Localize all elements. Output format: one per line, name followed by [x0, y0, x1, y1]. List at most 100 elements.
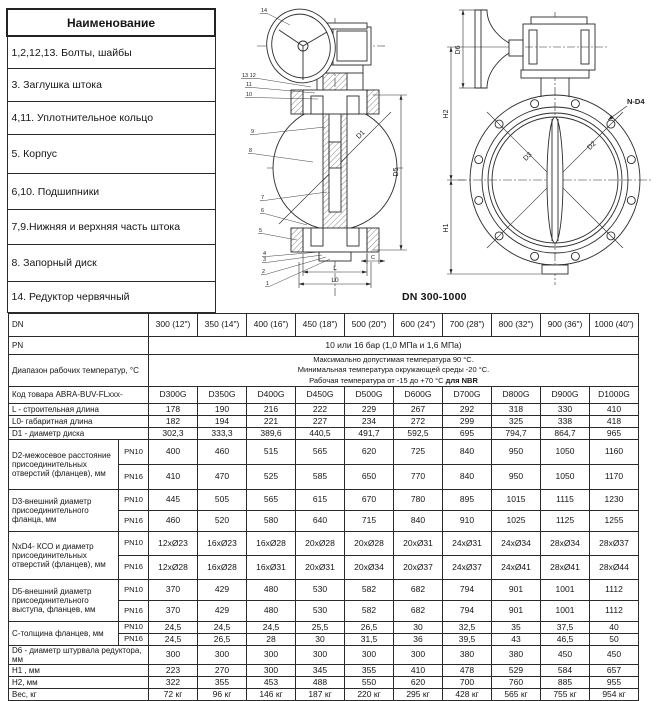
spec-value-cell: 16xØ23 [197, 531, 247, 556]
spec-value-cell: 24xØ41 [491, 555, 541, 580]
spec-value-cell: 478 [442, 664, 492, 678]
spec-merged-cell: 10 или 16 бар (1,0 МПа и 1,6 МПа) [148, 336, 639, 355]
spec-value-cell: 28xØ37 [589, 531, 639, 556]
spec-value-cell: 338 [540, 415, 590, 428]
spec-row-label: H2, мм [8, 676, 149, 690]
spec-value-cell: 410 [393, 664, 443, 678]
spec-value-cell: 620 [344, 439, 394, 465]
spec-row: PN 10 или 16 бар (1,0 МПа и 1,6 МПа) [8, 336, 639, 355]
parts-list-header: Наименование [6, 8, 216, 37]
spec-row-temperature: Диапазон рабочих температур, °С Максималь… [8, 354, 639, 387]
spec-value-cell: 491,7 [344, 427, 394, 440]
callout-leader [254, 126, 326, 135]
spec-value-cell: 600 (24") [393, 313, 443, 337]
spec-value-cell: 500 (20") [344, 313, 394, 337]
dim-label-c: C [371, 255, 375, 261]
bottom-flange [290, 227, 380, 262]
spec-value-cell: 300 [246, 644, 296, 666]
spec-value-cell: 1025 [491, 510, 541, 532]
spec-value-cell: 28xØ41 [540, 555, 590, 580]
spec-value-cell: 429 [197, 579, 247, 601]
spec-value-cell: 26,5 [344, 621, 394, 634]
spec-value-cell: 529 [491, 664, 541, 678]
callout-leader [262, 233, 298, 241]
spec-table-body: DN 300 (12") 350 (14") 400 (16") 450 (18") 50… [8, 313, 639, 701]
spec-value-cell: 24xØ34 [491, 531, 541, 556]
spec-value-cell: 480 [246, 579, 296, 601]
bolt-hole [530, 251, 540, 261]
stem-end-cap [318, 251, 352, 262]
spec-value-cell: 20xØ31 [393, 531, 443, 556]
callout-label: 14 [261, 8, 267, 14]
pn10-cell: PN10 [118, 621, 149, 634]
spec-value-cell: 453 [246, 676, 296, 690]
spec-value-cell: 24xØ31 [442, 531, 492, 556]
spec-value-cell: 780 [393, 489, 443, 511]
spec-row-pn10: D2-межосевое расстояние присоединительны… [8, 439, 639, 490]
spec-value-cell: 318 [491, 403, 541, 416]
spec-row-label: L - строительная длина [8, 403, 149, 416]
parts-list-row: 14. Редуктор червячный [6, 281, 216, 313]
spec-value-cell: 650 [344, 464, 394, 490]
pn16-cell: PN16 [118, 633, 149, 646]
spec-value-cell: 221 [246, 415, 296, 428]
callout-leader [257, 78, 312, 88]
spec-row: DN 300 (12") 350 (14") 400 (16") 450 (18") 50… [8, 313, 639, 337]
spec-value-cell: 800 (32") [491, 313, 541, 337]
spec-value-cell: 39,5 [442, 633, 492, 646]
spec-value-cell: 46,5 [540, 633, 590, 646]
spec-value-cell: 370 [148, 600, 198, 622]
spec-row-label: PN [8, 336, 149, 355]
spec-value-cell: D300G [148, 386, 198, 404]
spec-value-cell: 582 [344, 600, 394, 622]
bolt-hole [626, 155, 636, 165]
spec-value-cell: 24,5 [148, 633, 198, 646]
spec-value-cell: D1000G [589, 386, 639, 404]
spec-value-cell: 300 [148, 644, 198, 666]
spec-value-cell: 400 (16") [246, 313, 296, 337]
spec-value-cell: 1001 [540, 600, 590, 622]
callout-label: 13 12 [242, 73, 256, 79]
spec-value-cell: 40 [589, 621, 639, 634]
spec-value-cell: 330 [540, 403, 590, 416]
spec-value-cell: 700 [442, 676, 492, 690]
spec-value-cell: 515 [246, 439, 296, 465]
callout-leader [267, 13, 291, 26]
spec-value-cell: 325 [491, 415, 541, 428]
spec-value-cell: 72 кг [148, 688, 198, 701]
bolt-hole [474, 195, 484, 205]
spec-value-cell: 12xØ28 [148, 555, 198, 580]
spec-value-cell: D600G [393, 386, 443, 404]
spec-value-cell: 565 [246, 489, 296, 511]
spec-value-cell: 182 [148, 415, 198, 428]
drawing-caption: DN 300-1000 [402, 291, 467, 303]
spec-value-cell: 1050 [540, 439, 590, 465]
spec-value-cell: 389,6 [246, 427, 296, 440]
parts-list-row: 6,10. Подшипники [6, 173, 216, 210]
spec-row-pn16: PN16 24,5 26,5 28 30 31,5 36 39,5 43 46,5 50 [9, 633, 639, 646]
spec-value-cell: D400G [246, 386, 296, 404]
spec-value-cell: 28xØ44 [589, 555, 639, 580]
dim-label-nd4: N-D4 [627, 97, 645, 106]
spec-value-cell: 460 [197, 439, 247, 465]
spec-value-cell: 28xØ34 [540, 531, 590, 556]
bolt-hole [530, 99, 540, 109]
nd4-leader [607, 105, 628, 121]
spec-value-cell: 187 кг [295, 688, 345, 701]
handwheel [266, 8, 336, 84]
spec-value-cell: 895 [442, 489, 492, 511]
spec-value-cell: 582 [344, 579, 394, 601]
spec-value-cell: 380 [491, 644, 541, 666]
spec-value-cell: 1160 [589, 439, 639, 465]
spec-row-pn16: PN16 410 470 525 585 650 770 840 950 1050 1170 [9, 464, 639, 490]
bolt-hole [570, 251, 580, 261]
spec-row-label: D2-межосевое расстояние присоединительны… [8, 439, 119, 490]
spec-value-cell: 440,5 [295, 427, 345, 440]
spec-value-cell: 900 (36") [540, 313, 590, 337]
spec-value-cell: 657 [589, 664, 639, 678]
spec-value-cell: 20xØ28 [344, 531, 394, 556]
pn10-cell: PN10 [118, 531, 149, 556]
parts-list-row: 8. Запорный диск [6, 244, 216, 282]
parts-list-item: 6,10. Подшипники [6, 173, 216, 210]
